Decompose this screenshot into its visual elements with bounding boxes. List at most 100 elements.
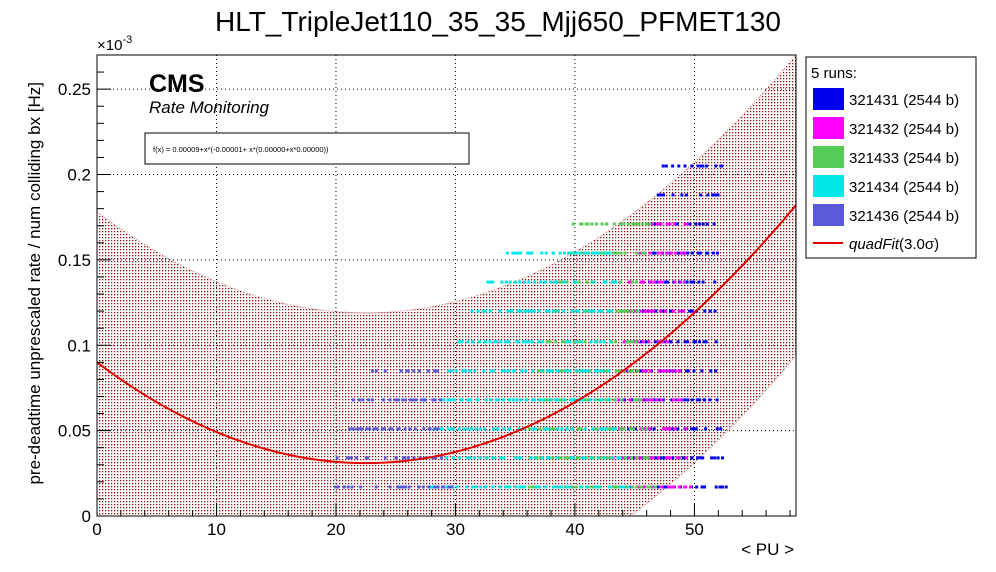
data-point: [600, 251, 604, 255]
data-point: [653, 340, 657, 344]
data-point: [608, 340, 612, 344]
data-point: [660, 398, 664, 402]
data-point: [631, 222, 635, 226]
data-point: [562, 398, 566, 402]
data-point: [593, 398, 597, 402]
data-point: [508, 485, 512, 489]
data-point: [519, 398, 523, 402]
data-point: [705, 222, 709, 226]
data-point: [654, 309, 658, 313]
data-point: [569, 398, 573, 402]
data-point: [583, 456, 587, 460]
data-point: [549, 280, 553, 284]
data-point: [683, 222, 687, 226]
data-point: [433, 398, 437, 402]
data-point: [601, 369, 605, 373]
data-point: [615, 309, 619, 313]
data-point: [676, 427, 680, 431]
data-point: [692, 427, 696, 431]
data-point: [427, 485, 431, 489]
data-point: [590, 222, 594, 226]
data-point: [483, 309, 487, 313]
data-point: [358, 427, 362, 431]
data-point: [637, 222, 640, 226]
data-point: [383, 456, 387, 460]
data-point: [713, 280, 717, 284]
data-point: [562, 280, 566, 284]
data-point: [701, 456, 705, 460]
data-point: [669, 456, 672, 460]
data-point: [708, 398, 712, 402]
data-point: [504, 340, 508, 344]
data-point: [630, 485, 634, 489]
data-point: [624, 456, 627, 460]
data-point: [497, 398, 501, 402]
data-point: [583, 251, 587, 255]
data-point: [683, 280, 686, 284]
data-point: [622, 340, 626, 344]
data-point: [664, 280, 668, 284]
data-point: [635, 251, 639, 255]
data-point: [570, 456, 573, 460]
y-tick-label: 0.25: [58, 80, 91, 99]
data-point: [584, 222, 588, 226]
data-point: [660, 485, 664, 489]
data-point: [577, 309, 581, 313]
data-point: [607, 398, 611, 402]
data-point: [677, 164, 681, 168]
data-point: [619, 427, 623, 431]
data-point: [554, 340, 558, 344]
data-point: [596, 456, 600, 460]
data-point: [434, 456, 438, 460]
data-point: [648, 369, 652, 373]
data-point: [648, 222, 652, 226]
series-points: [334, 369, 454, 489]
data-point: [668, 222, 672, 226]
data-point: [518, 280, 522, 284]
data-point: [690, 309, 694, 313]
data-point: [631, 427, 635, 431]
data-point: [604, 369, 608, 373]
data-point: [570, 485, 574, 489]
data-point: [615, 485, 619, 489]
data-point: [476, 398, 480, 402]
data-point: [706, 251, 710, 255]
data-point: [510, 309, 514, 313]
data-point: [686, 340, 690, 344]
data-point: [466, 398, 470, 402]
data-point: [484, 340, 487, 344]
data-point: [649, 280, 653, 284]
data-point: [468, 456, 471, 460]
data-point: [630, 309, 634, 313]
data-point: [640, 485, 644, 489]
data-point: [520, 369, 524, 373]
y-tick-label: 0.15: [58, 251, 91, 270]
data-point: [491, 280, 495, 284]
data-point: [609, 427, 613, 431]
data-point: [375, 427, 379, 431]
data-point: [645, 369, 648, 373]
data-point: [499, 340, 503, 344]
data-point: [371, 398, 374, 402]
data-point: [627, 485, 631, 489]
x-tick-label: 30: [446, 520, 465, 539]
data-point: [351, 427, 355, 431]
data-point: [464, 485, 468, 489]
data-point: [638, 398, 642, 402]
data-point: [589, 456, 593, 460]
data-point: [639, 309, 643, 313]
data-point: [539, 456, 542, 460]
data-point: [572, 456, 575, 460]
data-point: [401, 398, 405, 402]
data-point: [489, 398, 493, 402]
data-point: [499, 456, 503, 460]
data-point: [523, 309, 527, 313]
data-point: [621, 427, 624, 431]
data-point: [374, 369, 378, 373]
data-point: [466, 340, 470, 344]
data-point: [422, 427, 426, 431]
y-tick-label: 0.05: [58, 422, 91, 441]
data-point: [583, 369, 587, 373]
data-point: [669, 251, 673, 255]
data-point: [630, 369, 634, 373]
